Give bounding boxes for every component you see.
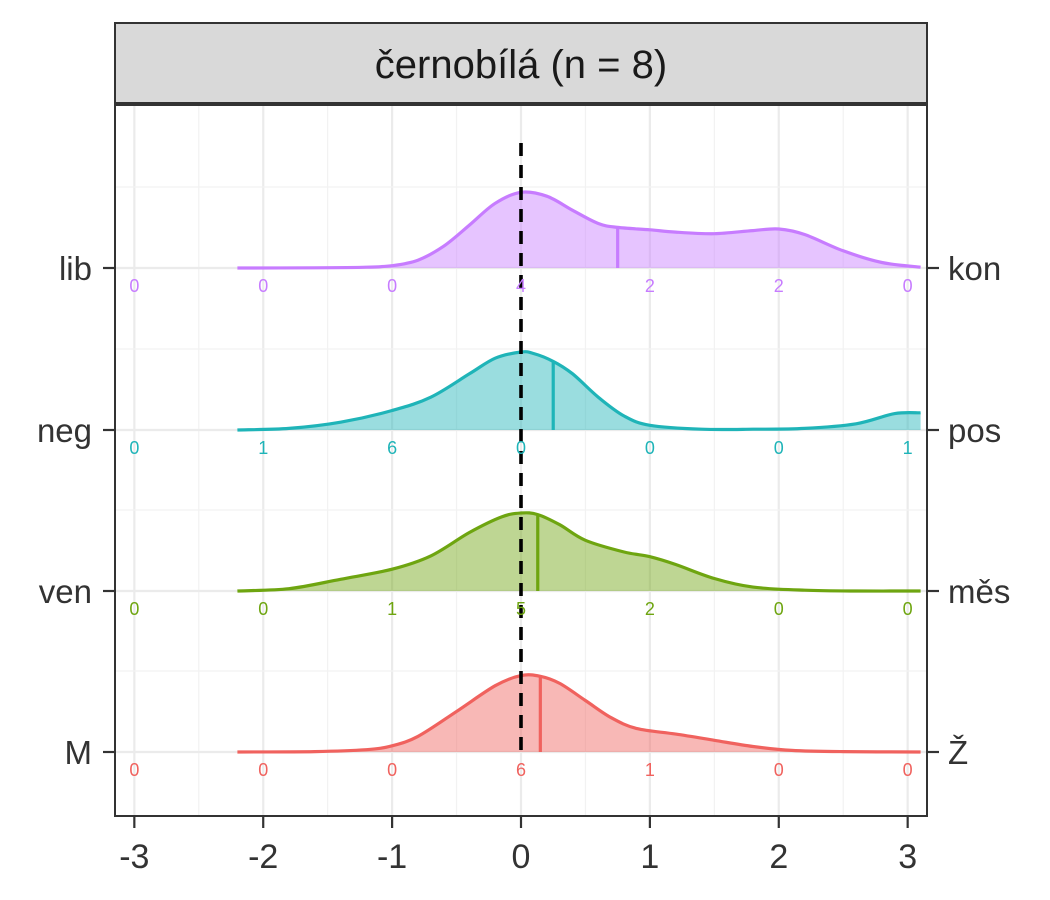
y-label-left-neg: neg <box>37 412 92 449</box>
count-label-neg: 0 <box>516 438 526 458</box>
y-axis-left: lib neg ven M <box>37 250 115 771</box>
y-label-right-pos: pos <box>948 412 1001 449</box>
ridge-line-lib <box>237 190 921 270</box>
density-ridges <box>237 190 921 754</box>
count-label-ven: 0 <box>258 599 268 619</box>
count-label-neg: 1 <box>903 438 913 458</box>
ridge-M <box>237 673 921 754</box>
ridge-fill-M <box>237 674 921 752</box>
ridge-line-M <box>237 673 921 754</box>
count-label-lib: 0 <box>258 276 268 296</box>
count-label-lib: 2 <box>645 276 655 296</box>
count-label-M: 0 <box>774 760 784 780</box>
count-label-lib: 0 <box>129 276 139 296</box>
facet-strip: černobílá (n = 8) <box>114 22 928 104</box>
y-label-left-ven: ven <box>39 573 92 610</box>
count-label-M: 0 <box>258 760 268 780</box>
count-label-ven: 2 <box>645 599 655 619</box>
count-label-lib: 2 <box>774 276 784 296</box>
count-label-M: 0 <box>387 760 397 780</box>
y-label-left-M: M <box>65 734 93 771</box>
y-label-right-kon: kon <box>948 250 1001 287</box>
count-label-neg: 1 <box>258 438 268 458</box>
count-label-lib: 4 <box>516 276 526 296</box>
ridge-line-ven <box>237 511 921 593</box>
x-tick-label: -1 <box>377 838 407 876</box>
count-label-M: 6 <box>516 760 526 780</box>
count-label-lib: 0 <box>903 276 913 296</box>
count-labels: 0 0 0 4 2 2 0 0 1 6 0 0 0 1 0 0 1 5 2 0 0 0 0 0 6 1 0 0 <box>129 276 912 780</box>
ridge-fill-lib <box>237 192 921 268</box>
y-label-right-měs: měs <box>948 573 1010 610</box>
count-label-ven: 5 <box>516 599 526 619</box>
x-axis: -3 -2 -1 0 1 2 3 <box>119 816 917 876</box>
x-tick-label: 1 <box>640 838 659 876</box>
count-label-neg: 0 <box>774 438 784 458</box>
count-label-M: 0 <box>903 760 913 780</box>
x-tick-label: -2 <box>248 838 278 876</box>
count-label-ven: 0 <box>129 599 139 619</box>
ridge-neg <box>237 350 921 432</box>
y-label-left-lib: lib <box>59 250 92 287</box>
count-label-ven: 0 <box>903 599 913 619</box>
x-tick-label: 0 <box>512 838 531 876</box>
facet-strip-background <box>114 22 928 104</box>
ridge-lib <box>237 190 921 270</box>
count-label-lib: 0 <box>387 276 397 296</box>
x-tick-label: 2 <box>769 838 788 876</box>
facet-title: černobílá (n = 8) <box>375 43 667 87</box>
y-label-right-Ž: Ž <box>948 734 968 771</box>
ridge-ven <box>237 511 921 593</box>
y-axis-right: kon pos měs Ž <box>927 250 1010 771</box>
count-label-ven: 1 <box>387 599 397 619</box>
x-tick-label: 3 <box>898 838 917 876</box>
ridge-fill-neg <box>237 351 921 430</box>
plot-panel: 0 0 0 4 2 2 0 0 1 6 0 0 0 1 0 0 1 5 2 0 0 0 0 0 6 1 0 0 <box>114 104 928 817</box>
count-label-ven: 0 <box>774 599 784 619</box>
ridge-line-neg <box>237 350 921 432</box>
count-label-M: 1 <box>645 760 655 780</box>
count-label-neg: 6 <box>387 438 397 458</box>
count-label-neg: 0 <box>129 438 139 458</box>
count-label-M: 0 <box>129 760 139 780</box>
count-label-neg: 0 <box>645 438 655 458</box>
x-tick-label: -3 <box>119 838 149 876</box>
ridge-fill-ven <box>237 512 921 592</box>
